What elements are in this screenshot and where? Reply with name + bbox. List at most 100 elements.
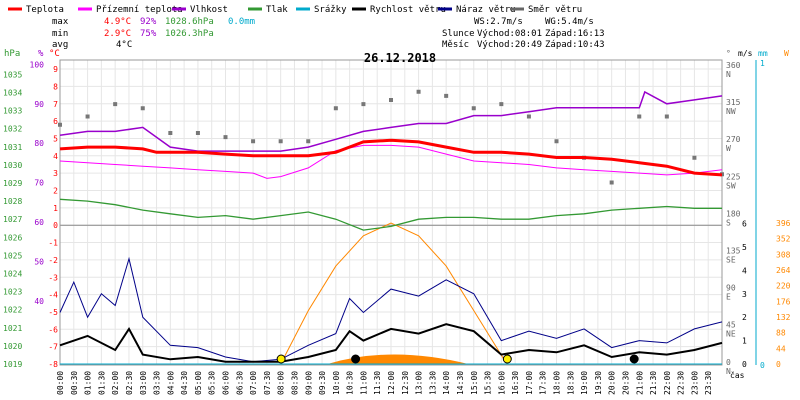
- x-tick: 15:30: [484, 371, 493, 395]
- rad-tick: 352: [776, 235, 791, 244]
- press-unit: hPa: [4, 49, 20, 59]
- rad-tick: 176: [776, 297, 791, 306]
- x-tick: 14:00: [442, 371, 451, 395]
- stats-panel: max 4.9°C 92% 1028.6hPa 0.0mm min 2.9°C …: [52, 17, 605, 50]
- wind-dir-point: [113, 102, 118, 107]
- x-tick: 03:00: [139, 371, 148, 395]
- x-tick: 20:30: [621, 371, 630, 395]
- plot-area: [58, 89, 724, 365]
- wind-dir-point: [444, 93, 449, 98]
- dir-label: S: [726, 218, 731, 227]
- temp-tick: 8: [53, 82, 58, 91]
- x-tick: 05:30: [208, 371, 217, 395]
- rad-tick: 0: [776, 360, 781, 369]
- sunrise-marker: [276, 354, 286, 364]
- press-tick: 1028: [3, 197, 22, 206]
- dir-tick: 225: [726, 172, 741, 181]
- sun-rise: Východ:08:01: [477, 29, 542, 39]
- x-tick: 18:00: [553, 371, 562, 395]
- rad-unit: W: [784, 49, 789, 58]
- hum-tick: 100: [30, 60, 45, 69]
- wind-dir-point: [85, 114, 90, 119]
- speed-tick: 1: [742, 337, 747, 346]
- press-tick: 1033: [3, 107, 22, 116]
- x-tick: 13:30: [428, 371, 437, 395]
- x-tick: 09:00: [304, 371, 313, 395]
- dir-label: N: [726, 367, 731, 376]
- stat-avg-temp: 4°C: [116, 40, 132, 50]
- hum-tick: 60: [34, 218, 44, 227]
- hum-tick: 70: [34, 179, 44, 188]
- stat-min-hum: 75%: [140, 29, 157, 39]
- x-tick: 06:30: [235, 371, 244, 395]
- x-tick: 19:00: [580, 371, 589, 395]
- hum-tick: 90: [34, 100, 44, 109]
- temperature-line: [59, 138, 723, 177]
- hum-tick: 50: [34, 257, 44, 266]
- x-tick: 08:00: [277, 371, 286, 395]
- x-tick: 10:00: [332, 371, 341, 395]
- x-tick: 02:00: [111, 371, 120, 395]
- wind-dir-point: [140, 106, 145, 111]
- wind-dir-point: [389, 98, 393, 102]
- humidity-line: [59, 90, 723, 152]
- press-tick: 1020: [3, 342, 22, 351]
- press-tick: 1035: [3, 70, 22, 79]
- sun-set: Západ:16:13: [545, 29, 605, 39]
- speed-tick: 4: [742, 266, 747, 275]
- speed-tick: 5: [742, 243, 747, 252]
- press-tick: 1021: [3, 324, 22, 333]
- x-tick: 19:30: [594, 371, 603, 395]
- chart-title: 26.12.2018: [364, 51, 436, 65]
- wind-dir-point: [251, 139, 256, 144]
- temp-tick: 7: [53, 100, 58, 109]
- ground-temp-line: [59, 144, 723, 179]
- temp-tick: 1: [53, 204, 58, 213]
- stat-min-label: min: [52, 29, 68, 39]
- temp-tick: -5: [48, 308, 58, 317]
- speed-tick: 6: [742, 220, 747, 229]
- wind-dir-point: [692, 155, 697, 160]
- temp-tick: 9: [53, 65, 58, 74]
- press-tick: 1026: [3, 233, 22, 242]
- rain-unit: mm: [758, 49, 768, 58]
- x-tick: 16:30: [511, 371, 520, 395]
- dir-tick: 90: [726, 284, 736, 293]
- x-tick: 21:00: [635, 371, 644, 395]
- x-tick: 16:00: [497, 371, 506, 395]
- dir-tick: 360: [726, 61, 741, 70]
- x-tick: 04:00: [166, 371, 175, 395]
- x-tick: 23:30: [704, 371, 713, 395]
- x-unit: čas: [730, 370, 745, 380]
- x-tick: 12:30: [401, 371, 410, 395]
- x-tick: 04:30: [180, 371, 189, 395]
- wind-dir-point: [526, 114, 531, 119]
- stat-avg-label: avg: [52, 40, 68, 50]
- grid: [59, 59, 723, 366]
- temp-tick: 5: [53, 134, 58, 143]
- hum-unit: %: [38, 49, 44, 59]
- speed-tick: 2: [742, 313, 747, 322]
- legend-label: Rychlost větru: [370, 5, 446, 15]
- rad-tick: 264: [776, 266, 791, 275]
- wind-dir-point: [58, 122, 62, 127]
- stat-max-press: 1028.6hPa: [165, 17, 214, 27]
- x-tick: 22:00: [663, 371, 672, 395]
- moon-rise: Východ:20:49: [477, 40, 542, 50]
- x-tick: 20:00: [608, 371, 617, 395]
- speed-tick: 0: [742, 360, 747, 369]
- temp-tick: 4: [53, 152, 58, 161]
- rain-tick: 0: [760, 361, 765, 370]
- stat-min-temp: 2.9°C: [104, 29, 131, 39]
- legend-label: Tlak: [266, 5, 288, 15]
- wind-dir-point: [554, 139, 559, 144]
- dir-label: W: [726, 144, 731, 153]
- temp-unit: °C: [49, 49, 60, 59]
- x-tick: 23:00: [690, 371, 699, 395]
- moon-label: Měsíc: [442, 40, 469, 50]
- x-tick: 15:00: [470, 371, 479, 395]
- press-tick: 1025: [3, 251, 22, 260]
- rain-tick: 1: [760, 59, 765, 68]
- x-tick: 09:30: [318, 371, 327, 395]
- radiation-line: [280, 222, 508, 365]
